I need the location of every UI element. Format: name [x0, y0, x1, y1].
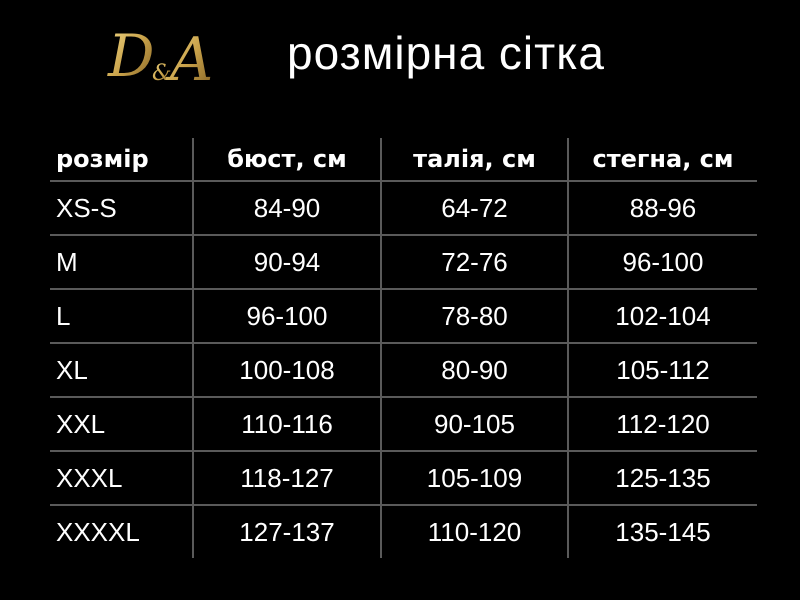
cell-waist: 78-80 — [380, 289, 568, 344]
table-row: XXXXL 127-137 110-120 135-145 — [50, 505, 757, 558]
cell-waist: 72-76 — [380, 235, 568, 290]
svg-text:&: & — [152, 61, 172, 86]
cell-bust: 90-94 — [192, 235, 381, 290]
svg-text:D: D — [107, 22, 155, 90]
cell-hips: 102-104 — [567, 289, 757, 344]
header-size: розмір — [50, 138, 193, 182]
table-row: XXXL 118-127 105-109 125-135 — [50, 451, 757, 506]
cell-waist: 64-72 — [380, 181, 568, 236]
cell-hips: 112-120 — [567, 397, 757, 452]
cell-hips: 88-96 — [567, 181, 757, 236]
cell-size: M — [50, 235, 193, 290]
size-chart-table: розмір бюст, см талія, см стегна, см XS-… — [50, 138, 757, 558]
cell-waist: 105-109 — [380, 451, 568, 506]
table-header-row: розмір бюст, см талія, см стегна, см — [50, 138, 757, 182]
cell-size: XXXXL — [56, 516, 140, 547]
cell-bust: 84-90 — [192, 181, 381, 236]
cell-hips: 105-112 — [567, 343, 757, 398]
cell-size: L — [50, 289, 193, 344]
cell-size: XS-S — [50, 181, 193, 236]
header-hips: стегна, см — [567, 138, 757, 182]
table-row: XL 100-108 80-90 105-112 — [50, 343, 757, 398]
cell-bust: 100-108 — [192, 343, 381, 398]
cell-bust: 110-116 — [192, 397, 381, 452]
cell-hips: 135-145 — [567, 505, 757, 558]
cell-size: XXXL — [50, 451, 193, 506]
cell-size: XXL — [50, 397, 193, 452]
page-title: розмірна сітка — [287, 27, 605, 79]
svg-text:A: A — [165, 25, 213, 93]
brand-logo: D & A — [100, 18, 260, 95]
cell-waist: 80-90 — [380, 343, 568, 398]
cell-hips: 125-135 — [567, 451, 757, 506]
table-row: M 90-94 72-76 96-100 — [50, 235, 757, 290]
table-row: XS-S 84-90 64-72 88-96 — [50, 181, 757, 236]
cell-size: XL — [50, 343, 193, 398]
header-waist: талія, см — [380, 138, 568, 182]
cell-waist: 90-105 — [380, 397, 568, 452]
table-row: XXL 110-116 90-105 112-120 — [50, 397, 757, 452]
cell-waist: 110-120 — [380, 505, 568, 558]
cell-bust: 118-127 — [192, 451, 381, 506]
cell-bust: 127-137 — [192, 505, 381, 558]
table-row: L 96-100 78-80 102-104 — [50, 289, 757, 344]
cell-bust: 96-100 — [192, 289, 381, 344]
cell-hips: 96-100 — [567, 235, 757, 290]
header-bust: бюст, см — [192, 138, 381, 182]
